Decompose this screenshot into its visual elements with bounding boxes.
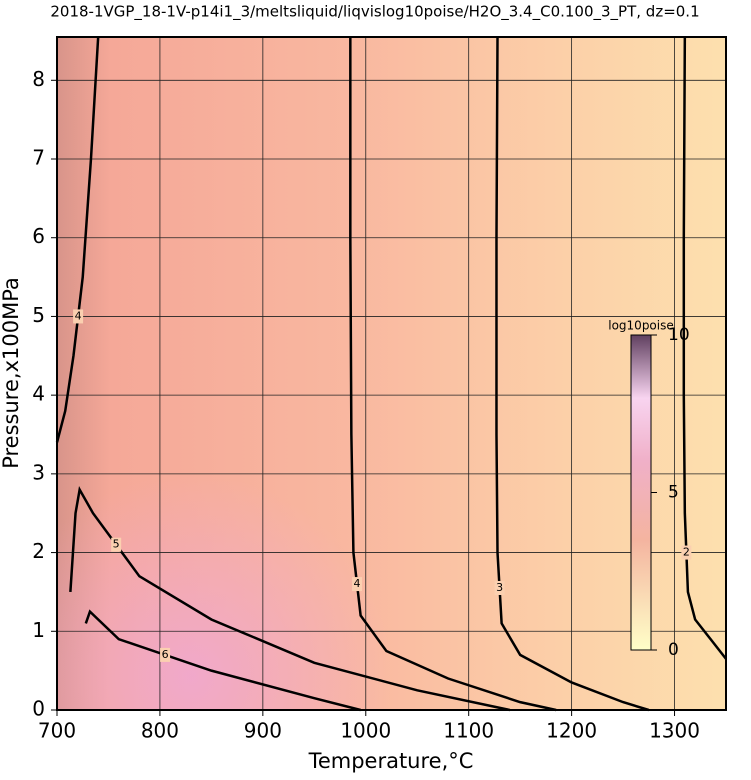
x-tick-label: 800 (141, 719, 179, 743)
chart-title: 2018-1VGP_18-1V-p14i1_3/meltsliquid/liqv… (50, 3, 699, 22)
contour-label-bg (494, 580, 505, 595)
plot-shade (57, 37, 726, 710)
y-tick-label: 6 (32, 224, 45, 248)
x-tick-label: 700 (38, 719, 76, 743)
y-tick-label: 3 (32, 460, 45, 484)
contour-label: 5 (113, 538, 120, 551)
y-tick-label: 7 (32, 146, 45, 170)
colorbar-tick-label: 10 (668, 325, 690, 345)
y-tick-label: 4 (32, 382, 45, 406)
y-axis-label: Pressure,x100MPa (0, 277, 23, 469)
contour-label: 2 (683, 546, 690, 559)
contour-label-bg (73, 309, 84, 324)
y-tick-label: 2 (32, 539, 45, 563)
contour-label: 4 (354, 577, 361, 590)
colorbar-tick-label: 0 (668, 640, 679, 660)
contour-line (495, 36, 650, 712)
plot-frame (56, 36, 727, 711)
contour-label-bg (681, 545, 692, 560)
y-tick-label: 5 (32, 303, 45, 327)
colorbar-label: log10poise (608, 319, 674, 333)
colorbar (630, 334, 652, 651)
contour-line (69, 485, 511, 712)
contour-label: 4 (75, 309, 82, 322)
contour-label-bg (352, 577, 363, 592)
y-tick-label: 0 (32, 697, 45, 721)
y-tick-label: 8 (32, 67, 45, 91)
x-tick-label: 1000 (340, 719, 391, 743)
contour-line (349, 37, 557, 712)
y-tick-label: 1 (32, 618, 45, 642)
x-tick-label: 1300 (649, 719, 700, 743)
contour-label-bg (160, 647, 171, 662)
x-tick-label: 1100 (443, 719, 494, 743)
x-tick-label: 900 (244, 719, 282, 743)
colorbar-tick-label: 5 (668, 483, 679, 503)
contour-label-bg (111, 537, 122, 552)
x-tick-label: 1200 (546, 719, 597, 743)
contour-label: 6 (162, 648, 169, 661)
x-axis-label: Temperature,°C (308, 749, 474, 773)
contour-label: 3 (496, 581, 503, 594)
